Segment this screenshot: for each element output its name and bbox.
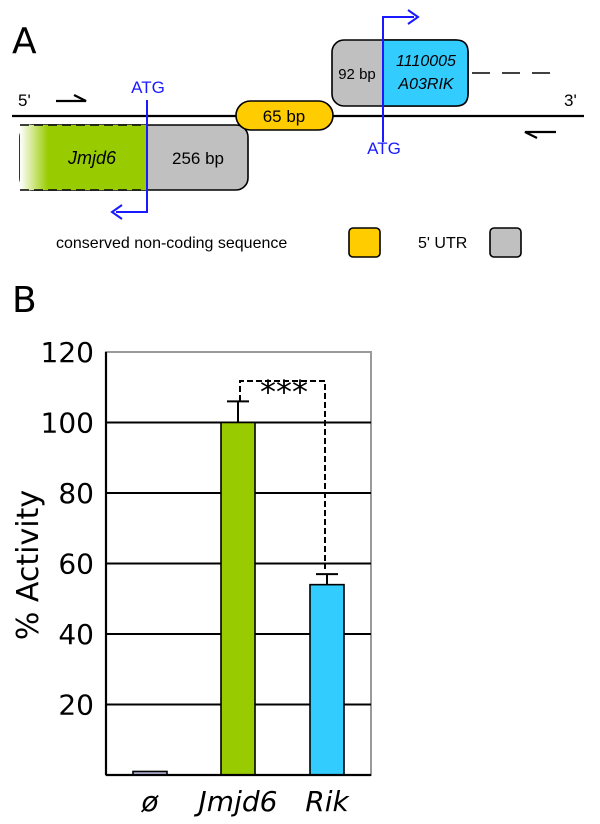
atg-jmjd6-label: ATG [131,78,165,97]
y-tick-label: 40 [58,618,94,651]
y-tick-label: 100 [41,407,94,440]
y-tick-label: 80 [58,477,94,510]
legend-cns-text: conserved non-coding sequence [56,235,287,252]
y-tick-labels: 20 40 60 80 100 120 [41,336,94,722]
legend: conserved non-coding sequence 5' UTR [56,227,522,258]
jmjd6-start-arrow [116,100,148,213]
jmjd6-utr-label: 256 bp [172,149,224,168]
cns-label: 65 bp [263,107,306,126]
rik-coding-box [382,39,469,107]
significance-label: *** [260,373,308,411]
x-tick-label: Rik [305,785,350,818]
panel-b-label: B [12,280,37,321]
panel-b: B % Activity 20 40 60 80 100 120 ø Jmjd6 Rik **… [11,280,372,818]
x-tick-labels: ø Jmjd6 Rik [140,785,350,818]
jmjd6-label: Jmjd6 [67,148,117,168]
x-tick-label: Jmjd6 [194,785,278,818]
rik-start-arrow [382,16,414,142]
forward-primer-arrow [56,94,87,103]
rik-name-line1: 1110005 [396,53,456,70]
significance-bracket: *** [239,373,326,569]
atg-rik-label: ATG [367,139,401,158]
y-axis-label: % Activity [11,490,46,640]
legend-utr-swatch [489,227,522,258]
five-prime-label: 5' [18,91,31,110]
panel-a: A Jmjd6 256 bp 92 bp 1110005 A03RIK 65 b… [12,9,584,258]
y-tick-label: 20 [58,689,94,722]
y-tick-label: 120 [41,336,94,369]
x-tick-label: ø [140,785,159,818]
jmjd6-coding-box [20,125,147,190]
rik-utr-label: 92 bp [338,66,376,83]
jmjd6-start-arrowhead [110,204,123,220]
legend-cns-swatch [348,227,381,258]
bars [132,400,345,776]
legend-utr-text: 5' UTR [418,235,467,252]
cns-box [235,100,334,131]
reverse-primer-arrow [524,130,556,139]
rik-name-line2: A03RIK [397,76,454,93]
three-prime-label: 3' [564,91,577,110]
panel-a-label: A [12,21,37,62]
significance-bracket-line [239,380,326,569]
y-tick-label: 60 [58,548,94,581]
bar [309,583,345,776]
rik-gene: 92 bp 1110005 A03RIK [331,39,552,107]
rik-start-arrowhead [407,9,420,25]
jmjd6-gene: Jmjd6 256 bp [19,124,249,191]
bar [220,421,256,776]
